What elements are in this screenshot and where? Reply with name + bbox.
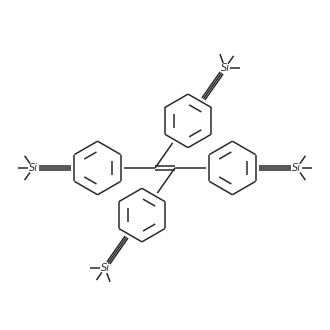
Text: Si: Si [220,63,230,73]
Text: Si: Si [29,163,38,173]
Text: Si: Si [100,263,110,273]
Text: Si: Si [292,163,301,173]
